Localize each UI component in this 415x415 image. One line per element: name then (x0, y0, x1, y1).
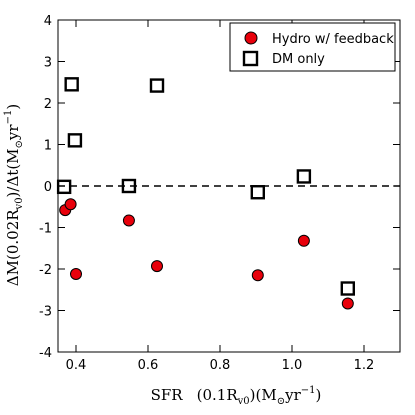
y-tick-label: 4 (44, 14, 52, 29)
hydro-point (297, 234, 310, 247)
legend: Hydro w/ feedback DM only (229, 22, 396, 72)
dm-only-point (64, 77, 79, 92)
x-tick-label: 0.8 (210, 358, 231, 373)
legend-label-dm: DM only (272, 52, 325, 67)
dm-only-point (56, 179, 72, 195)
hydro-point (151, 260, 163, 273)
legend-marker-hydro (244, 31, 258, 45)
legend-label-hydro: Hydro w/ feedback (272, 32, 394, 47)
hydro-point (64, 198, 77, 211)
y-tick-label: -2 (39, 263, 52, 278)
x-tick-label: 0.4 (66, 358, 87, 373)
dm-only-point (340, 281, 355, 296)
y-tick-label: 3 (44, 56, 52, 71)
hydro-point (251, 269, 264, 282)
dm-only-point (121, 178, 137, 194)
dm-only-point (67, 133, 83, 148)
y-tick-label: -4 (39, 346, 52, 361)
hydro-point (122, 214, 135, 227)
dm-only-point (250, 185, 266, 200)
hydro-point (70, 267, 82, 280)
dm-only-point (149, 78, 165, 93)
plot-area: 0.4 0.6 0.8 1.0 1.2 -4 -3 -2 -1 0 1 2 3 4 (39, 14, 401, 373)
y-tick-label: -1 (39, 222, 52, 237)
x-tick-label: 0.6 (138, 358, 159, 373)
x-tick-label: 1.0 (282, 358, 303, 373)
y-tick-label: 1 (44, 139, 52, 154)
legend-marker-dm (242, 50, 259, 67)
x-tick-label: 1.2 (354, 358, 375, 373)
y-axis-title: ΔM(0.02Rv0)/Δt(M⊙yr−1) (3, 104, 25, 286)
y-tick-label: -3 (39, 305, 52, 320)
y-tick-label: 0 (44, 180, 52, 195)
hydro-point (341, 297, 354, 310)
y-tick-label: 2 (44, 97, 52, 112)
x-axis-title: SFR (0.1Rv0)(M⊙yr−1) (151, 385, 322, 407)
dm-only-point (296, 169, 312, 184)
